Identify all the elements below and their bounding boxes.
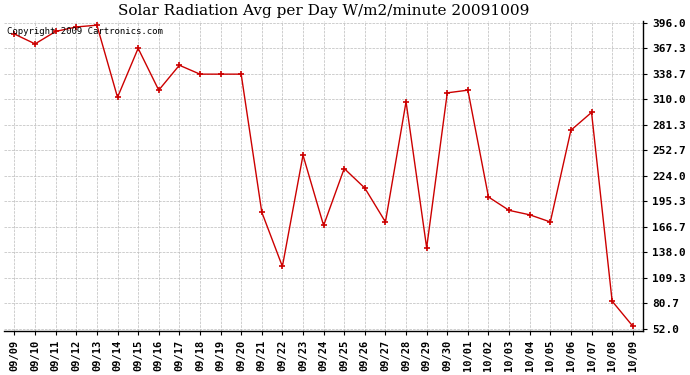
Title: Solar Radiation Avg per Day W/m2/minute 20091009: Solar Radiation Avg per Day W/m2/minute …: [118, 4, 529, 18]
Text: Copyright 2009 Cartronics.com: Copyright 2009 Cartronics.com: [8, 27, 164, 36]
